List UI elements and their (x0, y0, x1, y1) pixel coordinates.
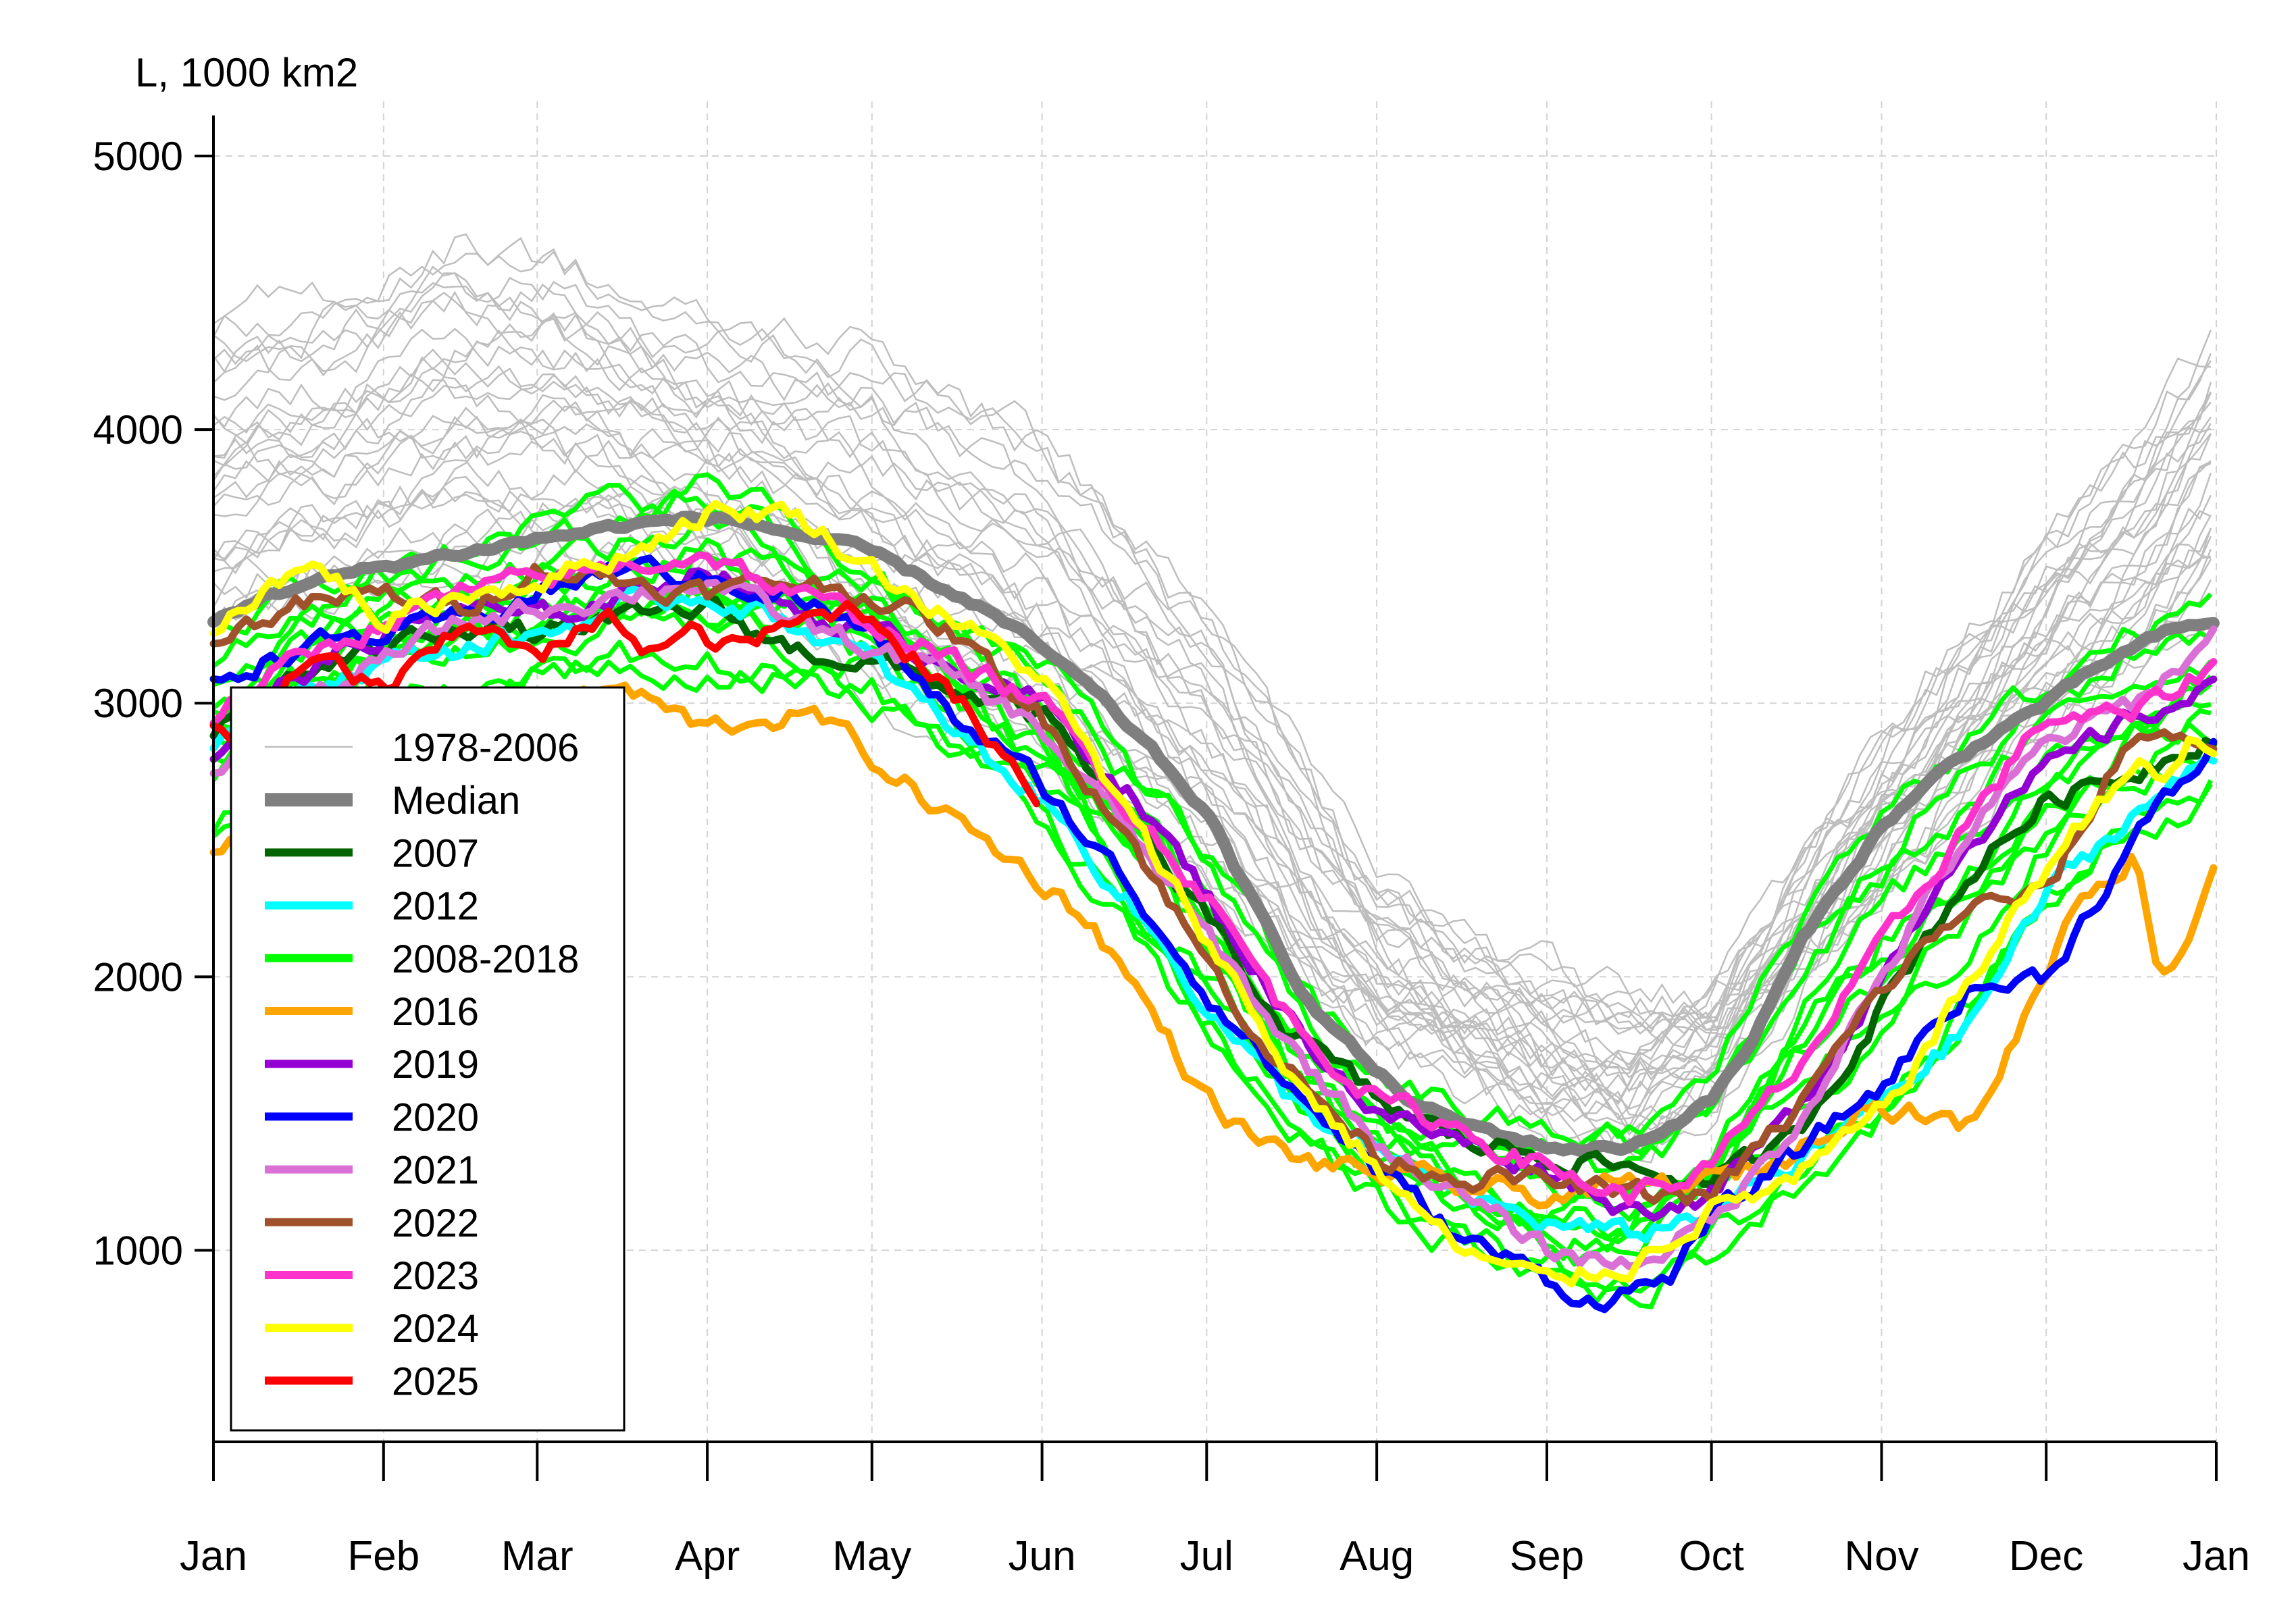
x-tick-label-feb-1: Feb (347, 1533, 419, 1580)
historical-line-25 (212, 265, 2212, 1045)
y-tick-label-5000: 5000 (93, 134, 183, 179)
line-2008-2018-2 (211, 656, 2214, 1304)
legend-label-2012: 2012 (392, 885, 479, 929)
legend-label-2025: 2025 (392, 1359, 479, 1403)
legend-label-2007: 2007 (392, 831, 479, 875)
x-tick-label-dec-11: Dec (2009, 1533, 2083, 1580)
y-tick-label-2000: 2000 (93, 954, 183, 999)
legend-label-2023: 2023 (392, 1254, 479, 1298)
x-tick-label-jun-5: Jun (1009, 1533, 1076, 1580)
x-tick-label-apr-3: Apr (675, 1533, 740, 1580)
x-tick-label-mar-2: Mar (501, 1533, 573, 1580)
x-tick-label-aug-7: Aug (1340, 1533, 1414, 1580)
legend-label-2022: 2022 (392, 1201, 479, 1245)
y-tick-label-3000: 3000 (93, 681, 183, 726)
line-2008-2018-11 (211, 472, 2213, 1154)
legend-label-2021: 2021 (392, 1149, 479, 1193)
historical-line-27 (213, 276, 2212, 1035)
legend-label-2020: 2020 (392, 1095, 479, 1139)
y-tick-label-1000: 1000 (93, 1228, 183, 1273)
legend-label-2024: 2024 (392, 1307, 479, 1351)
series-line-2012 (209, 581, 2218, 1244)
x-tick-label-jan-12: Jan (2183, 1533, 2250, 1580)
x-tick-label-nov-10: Nov (1844, 1533, 1918, 1580)
y-tick-label-4000: 4000 (93, 407, 183, 452)
historical-line-26 (213, 272, 2212, 1029)
x-tick-label-jan-0: Jan (180, 1533, 247, 1580)
legend-label-Median: Median (392, 779, 520, 823)
series-line-Median (207, 511, 2220, 1157)
historical-line-14 (213, 399, 2212, 1093)
historical-line-28 (212, 236, 2212, 1030)
series-line-2024 (209, 500, 2218, 1288)
legend-label-2019: 2019 (392, 1043, 479, 1087)
line-2008-2018-4 (212, 596, 2213, 1262)
series-line-2021 (209, 579, 2218, 1270)
y-axis-title: L, 1000 km2 (135, 50, 358, 95)
x-tick-label-sep-8: Sep (1510, 1533, 1584, 1580)
historical-line-10 (213, 434, 2212, 1128)
axis-layer: 1000 2000 3000 4000 5000 Jan Feb Mar Apr May Jun Ju… (93, 115, 2250, 1580)
legend-box (230, 686, 626, 1432)
historical-line-29 (213, 233, 2211, 1019)
x-tick-label-may-4: May (832, 1533, 911, 1580)
historical-line-11 (213, 418, 2212, 1087)
x-tick-label-jul-6: Jul (1180, 1533, 1233, 1580)
legend-label-2008-2018: 2008-2018 (392, 937, 579, 981)
series-line-2025 (209, 600, 1040, 808)
legend-label-2016: 2016 (392, 990, 479, 1034)
historical-line-23 (213, 290, 2212, 1034)
x-tick-label-oct-9: Oct (1679, 1533, 1743, 1580)
line-2008-2018-9 (212, 513, 2213, 1174)
legend-label-1978-2006: 1978-2006 (392, 726, 579, 770)
legend: 1978-2006 Median 2007 2012 2008-2018 2016 2019… (230, 686, 626, 1432)
historical-line-21 (213, 329, 2212, 1071)
